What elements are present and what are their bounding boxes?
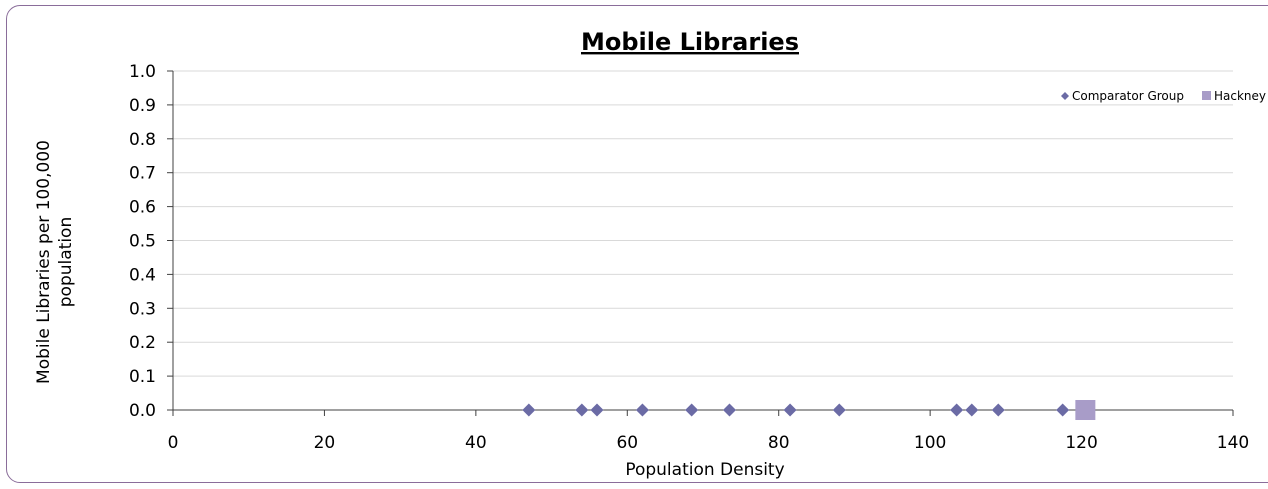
x-axis-label: Population Density <box>625 460 784 480</box>
y-tick-label: 0.0 <box>129 401 156 421</box>
x-tick-label: 100 <box>914 433 946 453</box>
y-tick-label: 0.6 <box>129 198 156 218</box>
point-comparator-group-9 <box>965 403 979 417</box>
x-tick-label: 0 <box>168 433 179 453</box>
point-comparator-group-4 <box>685 403 699 417</box>
y-axis-label-line-1: Mobile Libraries per 100,000 <box>34 140 54 384</box>
y-tick-label: 0.9 <box>129 96 156 116</box>
y-tick-label: 0.3 <box>129 299 156 319</box>
x-tick-label: 80 <box>768 433 790 453</box>
point-comparator-group-3 <box>635 403 649 417</box>
data-points <box>522 400 1096 420</box>
point-comparator-group-7 <box>832 403 846 417</box>
point-comparator-group-5 <box>723 403 736 417</box>
point-hackney-0 <box>1075 400 1096 420</box>
x-tick-labels: 0 20 40 60 80 100 120 140 <box>168 410 1249 453</box>
legend-label-comparator-group: Comparator Group <box>1072 89 1184 103</box>
y-tick-label: 0.8 <box>129 130 156 150</box>
y-tick-label: 0.4 <box>129 265 156 285</box>
y-tick-label: 1.0 <box>129 62 156 82</box>
legend-label-hackney: Hackney <box>1214 89 1266 103</box>
point-comparator-group-1 <box>575 403 589 417</box>
y-tick-label: 0.1 <box>129 367 156 387</box>
x-tick-label: 140 <box>1217 433 1249 453</box>
y-tick-label: 0.5 <box>129 232 156 252</box>
point-comparator-group-8 <box>950 403 964 417</box>
y-tick-label: 0.7 <box>129 164 156 184</box>
y-tick-labels: 0.0 0.1 0.2 0.3 0.4 0.5 0.6 0.7 0.8 0.9 1.0 <box>129 62 173 421</box>
x-tick-label: 20 <box>314 433 336 453</box>
point-comparator-group-10 <box>991 403 1005 417</box>
gridlines <box>173 70 1233 377</box>
x-tick-label: 120 <box>1065 433 1097 453</box>
chart-title: Mobile Libraries <box>581 28 799 56</box>
x-tick-label: 40 <box>465 433 487 453</box>
x-tick-label: 60 <box>616 433 638 453</box>
legend: Comparator Group Hackney <box>1061 89 1266 103</box>
point-comparator-group-11 <box>1056 403 1070 417</box>
point-comparator-group-6 <box>783 403 797 417</box>
legend-marker-hackney <box>1202 91 1211 100</box>
point-comparator-group-0 <box>522 403 536 417</box>
point-comparator-group-2 <box>590 403 604 417</box>
y-tick-label: 0.2 <box>129 333 156 353</box>
legend-marker-comparator-group <box>1061 92 1069 100</box>
chart-frame <box>6 5 1268 483</box>
y-axis-label-line-2: population <box>56 217 76 307</box>
